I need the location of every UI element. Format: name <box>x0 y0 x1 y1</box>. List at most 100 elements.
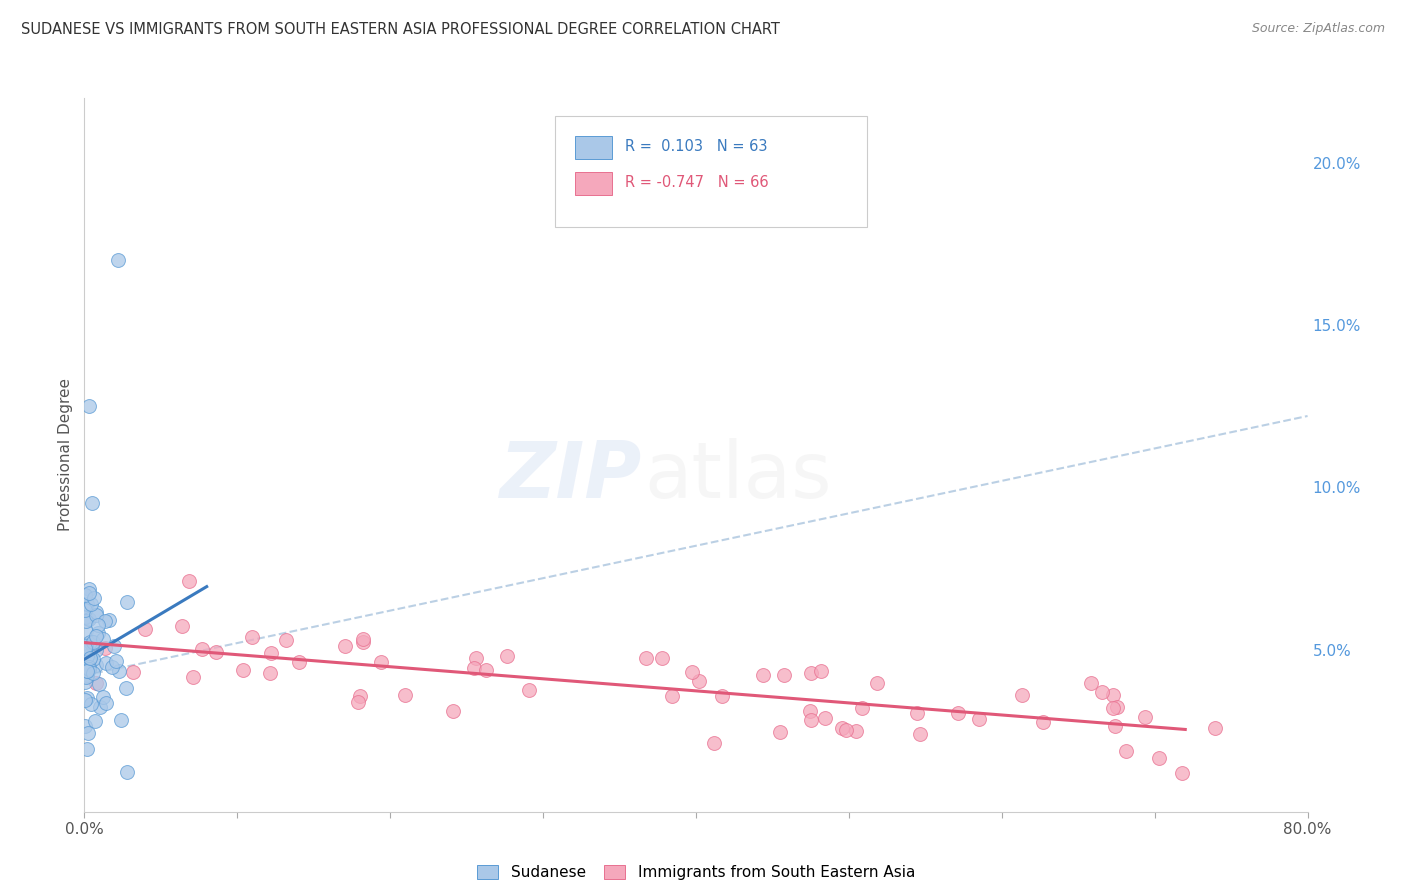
Point <box>115 595 138 609</box>
Point <box>335 639 357 653</box>
Point <box>75 693 97 707</box>
Point <box>79 650 101 665</box>
Point <box>77 664 100 678</box>
Point <box>89 699 111 714</box>
Point <box>751 668 773 682</box>
Point <box>75 614 97 628</box>
Point <box>172 618 194 632</box>
Point <box>851 701 873 715</box>
Point <box>75 674 97 689</box>
Point <box>1133 709 1156 723</box>
Point <box>75 603 97 617</box>
Point <box>1102 700 1125 714</box>
Point <box>651 650 673 665</box>
Point <box>181 670 204 684</box>
Point <box>77 612 100 626</box>
Point <box>101 660 124 674</box>
Point <box>77 726 100 740</box>
Point <box>77 399 100 413</box>
Point <box>89 677 111 691</box>
Point <box>76 669 98 683</box>
Point <box>84 628 107 642</box>
Point <box>75 624 97 638</box>
Point <box>82 666 104 681</box>
Point <box>82 635 104 649</box>
Point <box>260 646 283 660</box>
Point <box>75 670 97 684</box>
Point <box>465 651 488 665</box>
Point <box>107 664 129 678</box>
Point <box>84 643 107 657</box>
Point <box>1102 688 1125 702</box>
Point <box>274 632 297 647</box>
Point <box>769 725 792 739</box>
Point <box>75 610 97 624</box>
Point <box>179 574 201 588</box>
FancyBboxPatch shape <box>555 116 868 227</box>
Point <box>82 636 104 650</box>
Point <box>710 689 733 703</box>
Point <box>1011 688 1033 702</box>
Point <box>110 714 132 728</box>
Point <box>349 689 371 703</box>
Point <box>84 658 107 673</box>
Point <box>1107 700 1129 714</box>
Point <box>103 639 125 653</box>
Point <box>84 714 107 728</box>
Point <box>77 659 100 673</box>
Point <box>1204 721 1226 735</box>
Point <box>352 635 374 649</box>
FancyBboxPatch shape <box>575 136 612 160</box>
Point <box>259 665 281 680</box>
Text: ZIP: ZIP <box>499 438 641 515</box>
Point <box>121 665 143 680</box>
Point <box>232 663 254 677</box>
Point <box>394 688 416 702</box>
Point <box>636 650 658 665</box>
Point <box>80 496 103 510</box>
Point <box>799 704 821 718</box>
Point <box>75 610 97 624</box>
Point <box>240 630 263 644</box>
Point <box>75 640 97 655</box>
Point <box>75 639 97 653</box>
Point <box>370 655 392 669</box>
Point <box>1031 714 1053 729</box>
Point <box>80 697 103 711</box>
Point <box>91 632 114 647</box>
Point <box>1080 675 1102 690</box>
Point <box>288 655 311 669</box>
Point <box>93 614 115 628</box>
Point <box>86 618 108 632</box>
Point <box>76 597 98 611</box>
Point <box>810 664 832 678</box>
Point <box>1091 685 1114 699</box>
FancyBboxPatch shape <box>575 171 612 195</box>
Point <box>84 607 107 622</box>
Point <box>76 742 98 756</box>
Text: R = -0.747   N = 66: R = -0.747 N = 66 <box>626 175 769 190</box>
Point <box>800 666 823 681</box>
Point <box>845 724 868 739</box>
Point <box>905 706 928 720</box>
Text: Source: ZipAtlas.com: Source: ZipAtlas.com <box>1251 22 1385 36</box>
Point <box>441 704 464 718</box>
Point <box>1115 744 1137 758</box>
Point <box>967 712 990 726</box>
Point <box>91 690 114 704</box>
Point <box>908 727 931 741</box>
Point <box>87 626 110 640</box>
Point <box>831 721 853 735</box>
Point <box>80 597 103 611</box>
Point <box>688 674 710 689</box>
Point <box>205 645 228 659</box>
Point <box>94 696 117 710</box>
Point <box>96 656 118 670</box>
Point <box>77 653 100 667</box>
Point <box>463 661 485 675</box>
Point <box>475 664 498 678</box>
Point <box>347 695 370 709</box>
Point <box>496 649 519 664</box>
Point <box>517 682 540 697</box>
Point <box>76 691 98 706</box>
